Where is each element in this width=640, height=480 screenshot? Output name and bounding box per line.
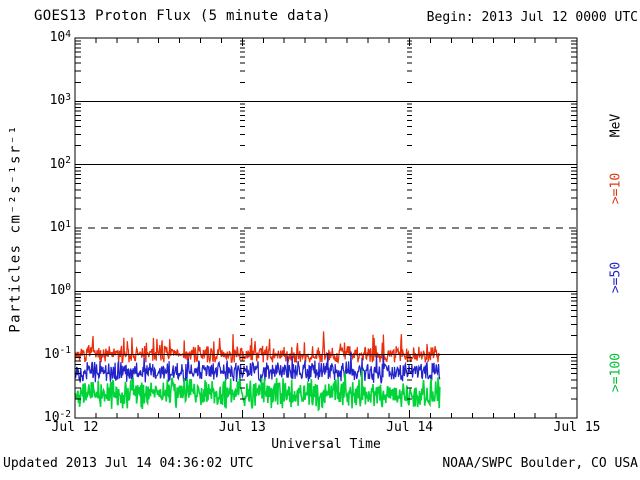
x-tick-label: Jul 13 — [218, 420, 266, 435]
updated-timestamp: Updated 2013 Jul 14 04:36:02 UTC — [3, 456, 254, 471]
y-tick-label: 102 — [49, 155, 71, 172]
y-tick-label: 101 — [49, 218, 71, 235]
x-tick-label: Jul 15 — [553, 420, 601, 435]
begin-time-label: Begin: 2013 Jul 12 0000 UTC — [426, 10, 638, 25]
legend-item-10: >=10 — [608, 172, 624, 205]
plot-frame — [74, 37, 578, 419]
y-tick-label: 10-2 — [43, 408, 71, 425]
source-attribution: NOAA/SWPC Boulder, CO USA — [442, 456, 638, 471]
flux-trace-10MeV — [74, 331, 441, 365]
flux-trace-50MeV — [74, 351, 441, 384]
y-tick-label: 103 — [49, 92, 71, 109]
x-tick-label: Jul 14 — [386, 420, 434, 435]
y-tick-label: 10-1 — [43, 345, 71, 362]
chart-title: GOES13 Proton Flux (5 minute data) — [34, 8, 331, 24]
x-axis-title: Universal Time — [271, 437, 381, 452]
flux-trace-100MeV — [74, 369, 441, 412]
legend-item-50: >=50 — [608, 261, 624, 294]
y-axis-title: Particles cm⁻²s⁻¹sr⁻¹ — [7, 124, 24, 333]
y-tick-label: 100 — [49, 282, 71, 299]
y-tick-label: 104 — [49, 28, 71, 45]
x-tick-label: Jul 12 — [51, 420, 99, 435]
legend-item-100: >=100 — [608, 352, 624, 393]
